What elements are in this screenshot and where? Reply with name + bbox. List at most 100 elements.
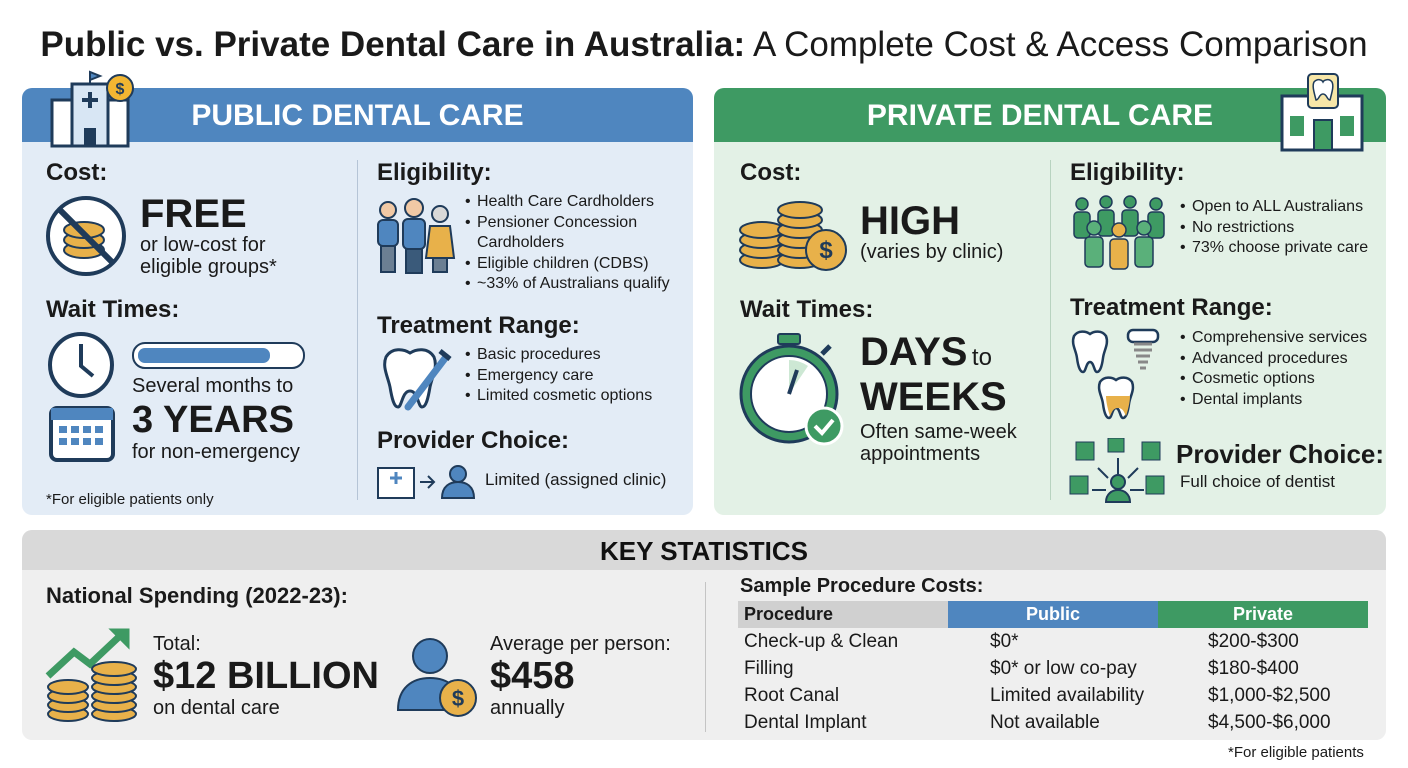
list-item: Dental implants: [1180, 390, 1367, 411]
no-cost-icon: [46, 196, 126, 276]
table-footnote: *For eligible patients: [1228, 744, 1364, 761]
table-row: Filling $0* or low co-pay $180-$400: [738, 655, 1368, 682]
svg-text:$: $: [116, 81, 125, 98]
title-bold: Public vs. Private Dental Care in Austra…: [40, 25, 746, 64]
list-item: Comprehensive services: [1180, 328, 1367, 349]
private-provider-label: Provider Choice:: [1176, 439, 1385, 469]
header-cell: Private: [1158, 601, 1368, 628]
public-treatment-label: Treatment Range:: [377, 312, 580, 339]
stats-heading: KEY STATISTICS: [599, 536, 809, 566]
total-line1: Total:: [153, 633, 201, 655]
private-eligibility-list: Open to ALL AustraliansNo restrictions73…: [1180, 197, 1368, 259]
public-band: PUBLIC DENTAL CARE: [22, 88, 693, 142]
divider: [357, 160, 358, 500]
public-footnote: *For eligible patients only: [46, 491, 214, 508]
table-cell: Dental Implant: [744, 711, 867, 733]
table-row: Root Canal Limited availability $1,000-$2,…: [738, 682, 1368, 709]
private-treatment-label: Treatment Range:: [1070, 294, 1273, 321]
public-provider-text: Limited (assigned clinic): [485, 470, 667, 489]
public-cost-label: Cost:: [46, 159, 108, 186]
cost-table: Procedure Public Private Check-up & Clea…: [738, 601, 1368, 736]
stats-band: KEY STATISTICS: [22, 530, 1386, 570]
list-item: Emergency care: [465, 366, 652, 387]
private-cost-label: Cost:: [740, 159, 802, 186]
divider: [1050, 160, 1051, 500]
public-cost-value: FREE: [140, 192, 247, 236]
table-cell: $0* or low co-pay: [990, 657, 1137, 679]
table-body: Check-up & Clean $0* $200-$300 Filling $0* o…: [738, 628, 1368, 736]
list-item: Pensioner Concession Cardholders: [465, 213, 685, 254]
crowd-icon: [1073, 195, 1165, 270]
svg-text:$: $: [452, 686, 464, 711]
private-wait-label: Wait Times:: [740, 296, 874, 323]
public-cost-note: or low-cost for eligible groups*: [140, 234, 277, 278]
table-cell: $180-$400: [1208, 657, 1299, 679]
private-wait-days: DAYS to: [860, 330, 992, 374]
private-wait-value2: WEEKS: [860, 375, 1007, 419]
private-cost-value: HIGH: [860, 199, 960, 243]
table-title: Sample Procedure Costs:: [740, 575, 984, 597]
private-wait-note: Often same-week appointments: [860, 421, 1017, 465]
public-heading: PUBLIC DENTAL CARE: [191, 99, 524, 132]
tooth-brush-icon: [383, 348, 452, 411]
table-cell: $4,500-$6,000: [1208, 711, 1331, 733]
list-item: Open to ALL Australians: [1180, 197, 1368, 218]
table-cell: Limited availability: [990, 684, 1145, 706]
total-value: $12 BILLION: [153, 655, 379, 697]
stopwatch-icon: [739, 333, 844, 446]
list-item: 73% choose private care: [1180, 238, 1368, 259]
person-icon: $: [396, 638, 477, 717]
private-treatment-list: Comprehensive servicesAdvanced procedure…: [1180, 328, 1367, 410]
private-band: PRIVATE DENTAL CARE: [714, 88, 1386, 142]
list-item: Health Care Cardholders: [465, 192, 685, 213]
assigned-clinic-icon: [377, 465, 476, 499]
public-provider-label: Provider Choice:: [377, 427, 570, 454]
list-item: Basic procedures: [465, 345, 652, 366]
public-eligibility-label: Eligibility:: [377, 159, 492, 186]
title-rest: A Complete Cost & Access Comparison: [752, 25, 1368, 64]
public-eligibility-list: Health Care CardholdersPensioner Concess…: [465, 192, 685, 295]
list-item: Limited cosmetic options: [465, 386, 652, 407]
public-wait-value: 3 YEARS: [132, 399, 294, 441]
public-treatment-list: Basic proceduresEmergency careLimited co…: [465, 345, 652, 407]
total-line2: on dental care: [153, 697, 280, 719]
table-cell: $0*: [990, 630, 1019, 652]
svg-text:$: $: [819, 237, 833, 264]
title: Public vs. Private Dental Care in Austra…: [0, 25, 1408, 65]
average-value: $458: [490, 655, 575, 697]
private-wait-connector: to: [971, 344, 992, 371]
clock-calendar-icon: [48, 332, 115, 462]
hospital-icon: $: [50, 70, 134, 148]
header-cell: Procedure: [738, 601, 948, 628]
wait-bar: [132, 342, 305, 369]
list-item: No restrictions: [1180, 218, 1368, 239]
private-wait-value1: DAYS: [860, 330, 968, 374]
table-header: Procedure Public Private: [738, 601, 1368, 628]
private-eligibility-label: Eligibility:: [1070, 159, 1185, 186]
divider: [705, 582, 706, 732]
private-cost-note: (varies by clinic): [860, 241, 1004, 263]
list-item: Cosmetic options: [1180, 369, 1367, 390]
list-item: Eligible children (CDBS): [465, 254, 685, 275]
private-provider-text: Full choice of dentist: [1180, 472, 1335, 491]
public-wait-line1: Several months to: [132, 375, 294, 397]
stats-panel: KEY STATISTICS: [22, 530, 1386, 740]
teeth-icon: [1071, 328, 1160, 420]
public-panel: PUBLIC DENTAL CARE: [22, 88, 693, 515]
list-item: ~33% of Australians qualify: [465, 274, 685, 295]
header-cell: Public: [948, 601, 1158, 628]
table-row: Check-up & Clean $0* $200-$300: [738, 628, 1368, 655]
clinic-icon: [1280, 73, 1364, 152]
growth-icon: [45, 628, 137, 722]
average-line2: annually: [490, 697, 565, 719]
table-cell: $1,000-$2,500: [1208, 684, 1331, 706]
public-wait-line2: for non-emergency: [132, 441, 300, 463]
table-cell: Not available: [990, 711, 1100, 733]
table-row: Dental Implant Not available $4,500-$6,000: [738, 709, 1368, 736]
public-wait-label: Wait Times:: [46, 296, 180, 323]
spending-label: National Spending (2022-23):: [46, 583, 348, 608]
coins-icon: $: [739, 201, 847, 271]
table-cell: $200-$300: [1208, 630, 1299, 652]
people-icon: [377, 198, 456, 274]
